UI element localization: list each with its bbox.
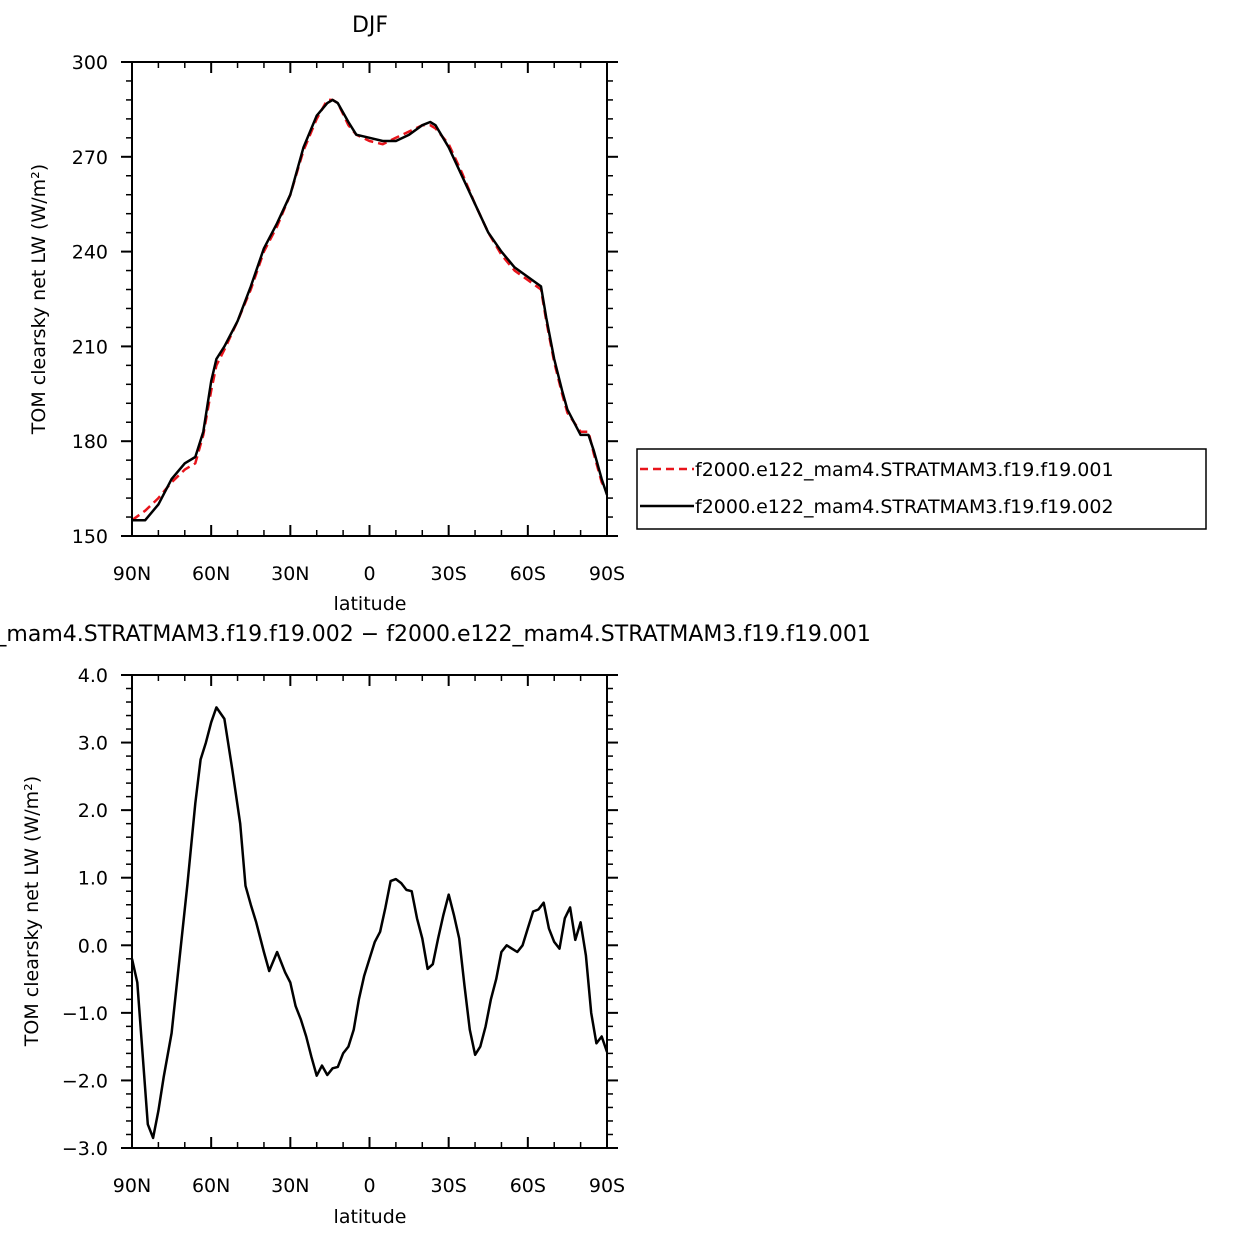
x-tick-label: 30S [431, 563, 467, 585]
x-tick-label: 90N [113, 1175, 151, 1197]
y-axis-label: TOM clearsky net LW (W/m²) [28, 164, 50, 435]
x-tick-label: 30N [271, 1175, 309, 1197]
y-axis-label: TOM clearsky net LW (W/m²) [21, 776, 43, 1047]
x-tick-label: 30S [431, 1175, 467, 1197]
difference-line-chart: f2000.e122_mam4.STRATMAM3.f19.f19.002 − … [0, 622, 871, 1228]
x-tick-label: 60S [510, 563, 546, 585]
djf-line-chart: DJF 90N 60N 30N 0 30S 60S 90S 150 180 210 240 270 30… [28, 13, 625, 615]
y-tick-label: 270 [72, 147, 108, 169]
y-tick-label: 300 [72, 52, 108, 74]
legend-frame [636, 448, 1207, 530]
legend-label-002: f2000.e122_mam4.STRATMAM3.f19.f19.002 [695, 496, 1114, 518]
x-axis-label: latitude [334, 1206, 407, 1228]
x-tick-label: 30N [271, 563, 309, 585]
legend-label-001: f2000.e122_mam4.STRATMAM3.f19.f19.001 [695, 459, 1114, 481]
x-tick-label: 0 [363, 563, 375, 585]
x-tick-label: 90S [589, 1175, 625, 1197]
series-line-1 [131, 98, 609, 522]
x-tick-label: 0 [363, 1175, 375, 1197]
x-tick-label: 60N [192, 1175, 230, 1197]
x-tick-label: 90N [113, 563, 151, 585]
y-tick-label: −1.0 [62, 1003, 108, 1025]
y-tick-label: 2.0 [78, 800, 108, 822]
y-tick-label: 180 [72, 431, 108, 453]
x-tick-label: 90S [589, 563, 625, 585]
y-tick-label: −3.0 [62, 1138, 108, 1160]
legend: f2000.e122_mam4.STRATMAM3.f19.f19.001 f2… [636, 448, 1207, 530]
series-line-1 [130, 706, 609, 1140]
y-tick-label: 1.0 [78, 868, 108, 890]
y-tick-label: 3.0 [78, 733, 108, 755]
y-tick-label: 240 [72, 242, 108, 264]
plot-frame [131, 61, 608, 537]
y-tick-label: 150 [72, 526, 108, 548]
y-tick-label: 210 [72, 336, 108, 358]
y-tick-label: 4.0 [78, 665, 108, 687]
difference-chart-title: f2000.e122_mam4.STRATMAM3.f19.f19.002 − … [0, 622, 871, 647]
x-tick-label: 60N [192, 563, 230, 585]
x-axis-label: latitude [334, 593, 407, 615]
y-tick-label: 0.0 [78, 935, 108, 957]
x-tick-label: 60S [510, 1175, 546, 1197]
series-line-2 [132, 98, 609, 522]
chart-title: DJF [352, 13, 388, 38]
y-tick-label: −2.0 [62, 1070, 108, 1092]
